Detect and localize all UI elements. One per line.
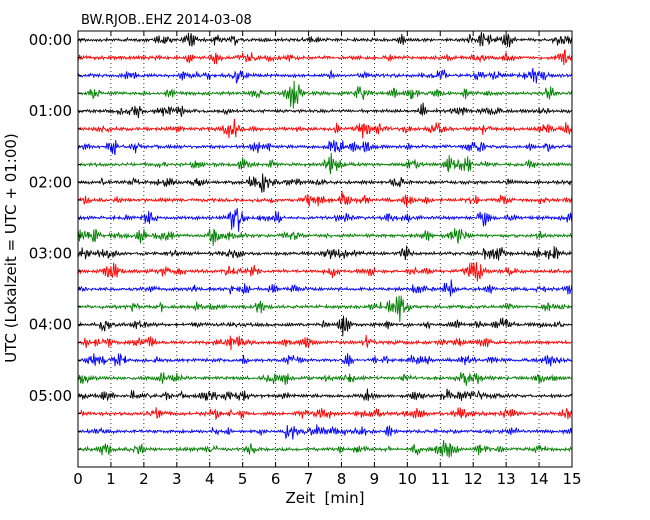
x-tick-label: 15 — [562, 470, 581, 488]
plot-frame — [77, 30, 573, 468]
trace-9 — [77, 190, 573, 208]
x-tick-label: 3 — [172, 470, 182, 488]
chart-title: BW.RJOB..EHZ 2014-03-08 — [81, 13, 252, 28]
trace-17 — [77, 334, 573, 351]
x-tick-label: 13 — [497, 470, 516, 488]
x-axis-ticks: 0 1 2 3 4 5 6 7 8 9 10 11 12 13 14 15 — [73, 31, 582, 488]
x-tick-label: 8 — [337, 470, 347, 488]
trace-0 — [77, 31, 573, 48]
trace-11 — [77, 228, 573, 246]
x-tick-label: 10 — [398, 470, 417, 488]
y-tick-label: 00:00 — [29, 31, 72, 49]
y-tick-label: 05:00 — [29, 387, 72, 405]
x-tick-label: 5 — [238, 470, 248, 488]
trace-23 — [77, 439, 573, 458]
trace-13 — [77, 262, 573, 282]
trace-7 — [77, 152, 573, 175]
trace-5 — [77, 118, 573, 139]
x-axis-label: Zeit [min] — [285, 489, 364, 507]
trace-18 — [77, 352, 573, 367]
trace-22 — [77, 424, 573, 440]
x-tick-label: 6 — [271, 470, 281, 488]
x-tick-label: 7 — [304, 470, 314, 488]
x-tick-label: 2 — [139, 470, 149, 488]
trace-8 — [77, 173, 573, 193]
x-tick-label: 9 — [370, 470, 380, 488]
x-tick-label: 0 — [73, 470, 83, 488]
trace-2 — [77, 68, 573, 84]
x-tick-label: 14 — [530, 470, 549, 488]
trace-12 — [77, 245, 573, 261]
trace-1 — [77, 48, 573, 66]
trace-6 — [77, 139, 573, 156]
trace-16 — [77, 315, 573, 337]
trace-10 — [77, 208, 573, 232]
y-axis-ticks: 00:00 01:00 02:00 03:00 04:00 05:00 — [29, 31, 84, 450]
trace-15 — [77, 295, 573, 323]
trace-21 — [77, 407, 573, 421]
y-tick-label: 04:00 — [29, 316, 72, 334]
y-axis-label: UTC (Lokalzeit = UTC + 01:00) — [2, 133, 20, 363]
x-tick-label: 1 — [106, 470, 116, 488]
x-tick-label: 4 — [205, 470, 215, 488]
trace-3 — [77, 80, 573, 109]
vertical-grid — [110, 31, 540, 467]
x-tick-label: 12 — [464, 470, 483, 488]
y-tick-label: 02:00 — [29, 173, 72, 191]
traces — [77, 31, 573, 458]
trace-14 — [77, 279, 573, 297]
y-tick-label: 01:00 — [29, 102, 72, 120]
y-tick-label: 03:00 — [29, 244, 72, 262]
trace-4 — [77, 102, 573, 119]
trace-20 — [77, 388, 573, 402]
trace-19 — [77, 372, 573, 386]
x-tick-label: 11 — [431, 470, 450, 488]
